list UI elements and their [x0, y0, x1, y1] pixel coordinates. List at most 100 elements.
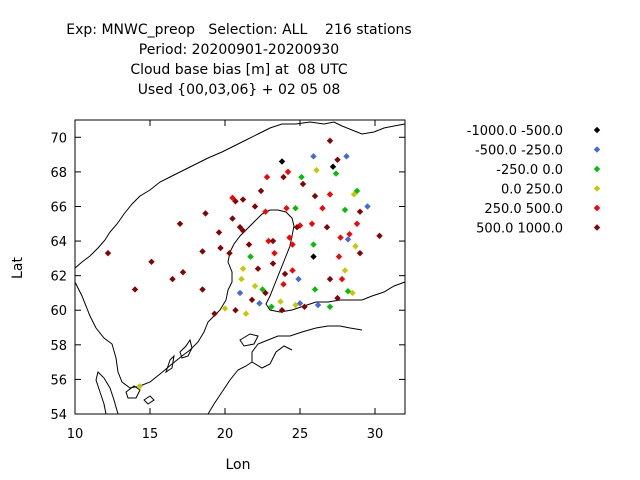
legend-label: 250.0 500.0 [484, 202, 563, 217]
plot-area [75, 120, 405, 414]
y-tick-label: 56 [50, 373, 67, 388]
data-point [254, 265, 262, 272]
plot-frame [74, 119, 406, 415]
data-point [104, 249, 112, 257]
legend-label: -1000.0 -500.0 [467, 124, 563, 139]
coastline-outline [74, 121, 406, 415]
y-tick-label: 58 [50, 339, 67, 354]
data-point [326, 303, 334, 310]
data-points [104, 137, 383, 390]
data-point [292, 205, 299, 212]
legend-marker [593, 126, 601, 134]
data-point [335, 253, 343, 260]
data-point [356, 208, 364, 215]
data-point [239, 265, 247, 272]
data-point [308, 220, 316, 227]
legend-label: -250.0 0.0 [496, 163, 563, 178]
y-axis-title: Lat [10, 257, 26, 279]
data-point [332, 170, 340, 177]
data-point [310, 253, 317, 260]
data-point [292, 301, 299, 309]
x-tick-label: 20 [217, 427, 234, 442]
data-point [239, 196, 247, 203]
data-point [136, 383, 143, 390]
data-point [226, 249, 233, 257]
data-point [289, 267, 296, 274]
data-point [341, 206, 349, 214]
data-point [353, 187, 361, 195]
data-point [229, 194, 236, 202]
chart-title-line-1: Exp: MNWC_preop Selection: ALL 216 stati… [66, 22, 412, 38]
data-point [236, 289, 244, 297]
data-point [341, 267, 349, 274]
data-point [131, 286, 139, 293]
legend-marker [593, 185, 601, 192]
coastline-oland [165, 354, 175, 374]
legend-marker [593, 146, 601, 153]
data-point [269, 260, 277, 267]
data-point [295, 275, 302, 283]
data-point [239, 227, 247, 234]
coastline-baltic-states [207, 325, 363, 415]
data-point [211, 310, 218, 317]
data-point [283, 205, 290, 212]
data-point [199, 248, 206, 255]
data-point [313, 166, 320, 174]
coastline-scandinavia-south [74, 209, 362, 389]
legend-marker [593, 224, 601, 231]
data-point [242, 310, 250, 317]
data-point [299, 180, 307, 188]
data-point [169, 275, 176, 283]
data-point [245, 241, 253, 248]
y-tick-label: 62 [50, 270, 67, 285]
coastline-zealand [125, 385, 141, 399]
y-tick-label: 66 [50, 200, 67, 215]
data-point [251, 203, 259, 210]
legend-label: 0.0 250.0 [501, 183, 563, 198]
data-point [310, 153, 317, 160]
data-point [319, 205, 326, 212]
data-point [293, 224, 301, 231]
data-point [344, 236, 352, 243]
data-point [232, 307, 239, 314]
data-point [229, 215, 236, 222]
data-point [148, 258, 155, 266]
data-point [199, 286, 206, 293]
data-point [346, 230, 353, 238]
data-point [179, 268, 187, 276]
chart-title-line-3: Cloud base bias [m] at 08 UTC [130, 62, 348, 78]
data-point [334, 294, 341, 302]
data-point [259, 286, 266, 293]
data-point [176, 220, 184, 227]
data-point [349, 289, 356, 297]
data-point [376, 232, 383, 240]
coastline-gotland [179, 338, 193, 359]
data-point [326, 191, 334, 198]
coastline-saaremaa [239, 333, 259, 347]
data-point [314, 301, 322, 309]
x-tick-label: 10 [67, 427, 84, 442]
data-point [271, 249, 278, 257]
data-point [298, 173, 305, 181]
legend-label: 500.0 1000.0 [476, 222, 563, 237]
data-point [281, 270, 289, 278]
data-point [352, 243, 359, 250]
chart-title-line-2: Period: 20200901-20200930 [138, 42, 340, 58]
x-tick-label: 30 [367, 427, 384, 442]
data-point [262, 208, 269, 215]
data-point [343, 153, 350, 160]
data-point [311, 192, 319, 200]
data-point [217, 244, 224, 252]
data-point [278, 307, 286, 314]
data-point [338, 275, 346, 283]
x-tick-label: 25 [292, 427, 309, 442]
coastline-russia-east [361, 281, 406, 301]
legend-marker [593, 165, 601, 173]
data-point [326, 275, 334, 283]
data-point [329, 163, 337, 170]
coastline-denmark [95, 371, 119, 415]
data-point [251, 282, 259, 290]
data-point [236, 224, 244, 231]
y-tick-label: 64 [50, 235, 67, 250]
chart-title-line-4: Used {00,03,06} + 02 05 08 [137, 82, 341, 98]
